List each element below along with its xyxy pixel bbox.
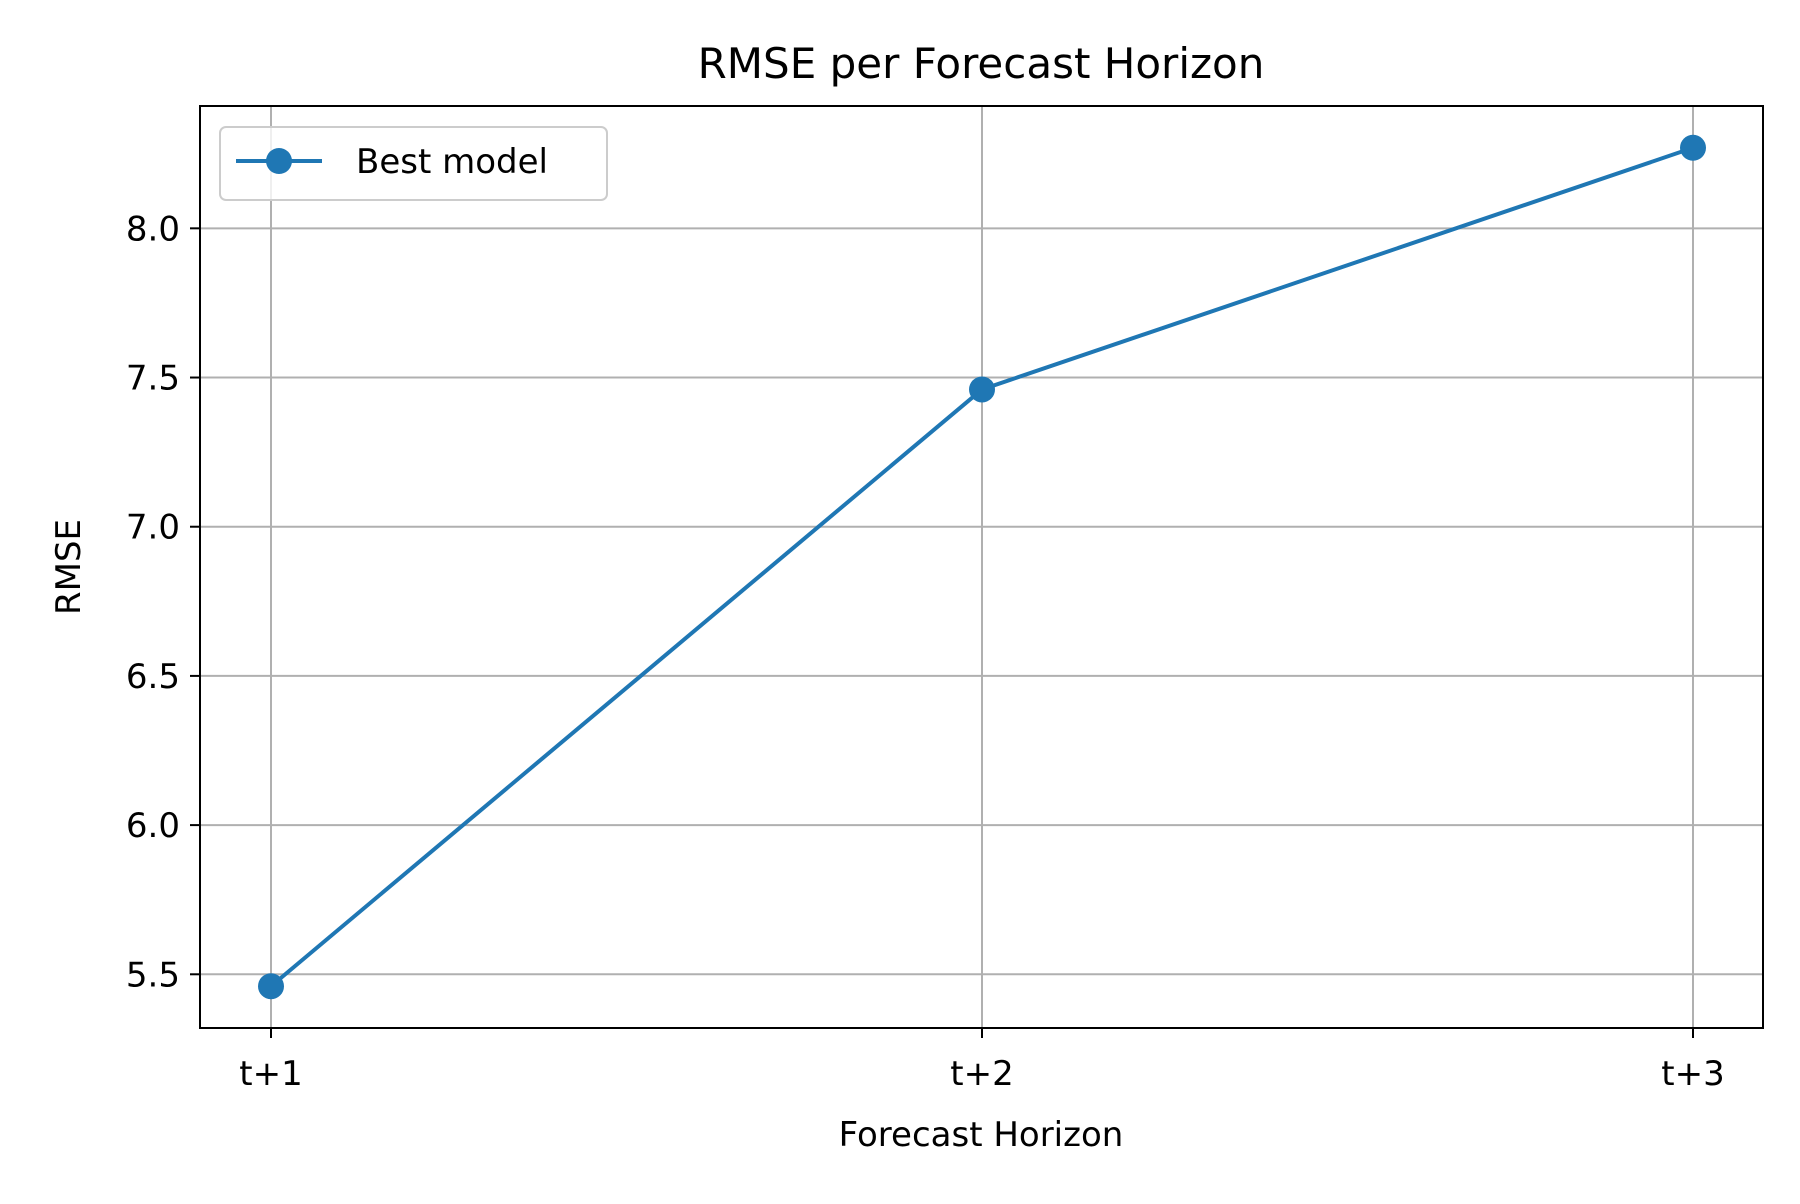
x-tick-label: t+1 bbox=[239, 1054, 302, 1094]
grid-lines bbox=[200, 106, 1763, 1028]
y-tick-label: 7.0 bbox=[126, 508, 180, 548]
data-point-marker bbox=[1680, 134, 1706, 161]
x-tick-label: t+2 bbox=[950, 1054, 1013, 1094]
legend-marker-icon bbox=[266, 148, 292, 174]
series-layer bbox=[258, 134, 1706, 1000]
data-point-marker bbox=[258, 973, 284, 1000]
y-axis-label: RMSE bbox=[49, 519, 89, 615]
y-tick-label: 5.5 bbox=[126, 955, 180, 995]
x-tick-label: t+3 bbox=[1661, 1054, 1724, 1094]
y-tick-label: 7.5 bbox=[126, 359, 180, 399]
x-axis-label: Forecast Horizon bbox=[839, 1115, 1124, 1155]
y-tick-label: 6.0 bbox=[126, 806, 180, 846]
legend: Best model bbox=[219, 126, 608, 201]
y-tick-label: 6.5 bbox=[126, 657, 180, 697]
chart-title: RMSE per Forecast Horizon bbox=[698, 39, 1265, 88]
data-point-marker bbox=[969, 376, 995, 403]
y-tick-label: 8.0 bbox=[126, 209, 180, 249]
axis-ticks: t+1 t+2 t+3 5.5 6.0 6.5 7.0 7.5 8.0 bbox=[126, 209, 1725, 1094]
legend-label-best-model: Best model bbox=[356, 142, 548, 182]
legend-box bbox=[219, 126, 608, 201]
